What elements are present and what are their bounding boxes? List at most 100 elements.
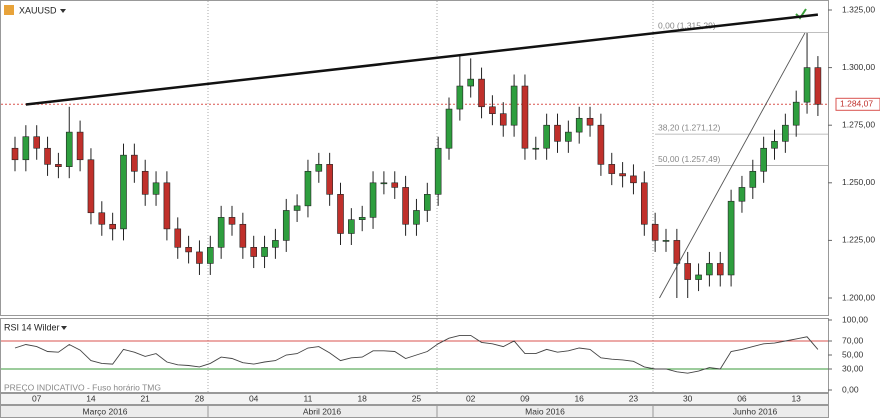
candle-body [771,141,778,149]
candle-body [141,170,149,195]
x-tick-label: 09 [520,393,530,403]
month-label: Maio 2016 [525,406,565,416]
candle-body [738,187,746,202]
candle-body [749,170,757,188]
candle-body [706,263,713,276]
candle-body [337,194,344,234]
dropdown[interactable] [60,9,66,13]
rsi-tick-label: 50,00 [842,349,864,359]
candle-body [456,85,464,110]
fib-label: 50,00 (1.257,49) [658,154,721,164]
candle-body [695,274,702,280]
y-tick-label: 1.250,00 [842,177,875,187]
y-tick-label: 1.325,00 [842,4,875,14]
candle-body [196,251,203,264]
candle-body [662,240,670,242]
candle-body [434,147,442,195]
date-axis [0,393,829,405]
candle-body [348,219,355,234]
y-tick-label: 1.200,00 [842,292,875,302]
candle-body [413,210,420,225]
x-tick-label: 02 [466,393,476,403]
candle-body [608,164,616,174]
rsi-tick-label: 100,00 [842,314,868,324]
candle-body [467,78,475,87]
candle-body [109,223,116,230]
rsi-tick-label: 70,00 [842,335,864,345]
dropdown[interactable] [61,326,67,330]
candle-body [152,182,160,195]
rsi-tick-label: 0,00 [842,384,859,394]
y-tick-label: 1.275,00 [842,119,875,129]
candle-body [217,217,225,248]
symbol-icon [4,5,14,15]
candle-body [673,240,681,264]
candle-body [814,67,822,105]
candle-body [619,173,626,177]
candle-body [207,247,214,264]
x-tick-label: 23 [629,393,639,403]
candle-body [174,228,182,248]
candle-body [358,217,366,220]
x-tick-label: 06 [737,393,747,403]
x-tick-label: 30 [683,393,693,403]
candle-body [716,263,724,276]
candle-body [22,136,30,161]
last-price-badge [835,97,880,111]
candle-body [575,117,583,133]
x-tick-label: 04 [249,393,259,403]
rsi-line [14,334,819,374]
candle-body [326,164,333,195]
indicator-title: RSI 14 Wilder [4,322,60,332]
candle-body [760,147,767,172]
price-panel [0,0,829,316]
candle-body [250,247,257,257]
x-tick-label: 18 [357,393,367,403]
last-price-label: 1.284,07 [840,99,873,109]
candle-body [304,170,312,207]
candle-body [228,217,236,225]
candle-body [478,78,485,108]
candle-body [44,147,51,165]
candle-body [543,124,550,149]
candle-body [402,187,409,225]
candle-body [98,212,106,225]
candle-body [423,194,431,211]
rsi-tick-label: 30,00 [842,363,864,373]
month-label: Junho 2016 [733,406,778,416]
candle-body [185,247,192,253]
candle-body [315,164,323,172]
candle-body [630,175,637,184]
candle-body [510,85,518,126]
month-label: Março 2016 [83,406,128,416]
x-tick-label: 16 [574,393,584,403]
candle-body [239,223,247,248]
candle-body [489,106,496,114]
candle-body [369,182,377,218]
candle-body [554,124,561,142]
candle-body [87,159,95,214]
candle-body [76,131,84,161]
candle-body [380,182,388,185]
candle-body [272,240,279,248]
candle-body [11,147,19,161]
x-tick-label: 28 [195,393,205,403]
candle-body [55,164,62,167]
candle-body [261,247,268,257]
x-tick-label: 25 [412,393,422,403]
candle-body [163,182,171,230]
x-tick-label: 07 [32,393,42,403]
candle-body [651,223,659,241]
x-tick-label: 13 [791,393,801,403]
candle-body [521,85,529,149]
x-tick-label: 21 [140,393,150,403]
candle-body [803,67,811,103]
chart-title: XAUUSD [19,5,57,15]
x-tick-label: 14 [86,393,96,403]
check-icon [795,8,807,20]
candle-body [586,117,594,126]
trendline [659,32,806,299]
candle-body [499,113,507,126]
trendline [25,13,819,106]
